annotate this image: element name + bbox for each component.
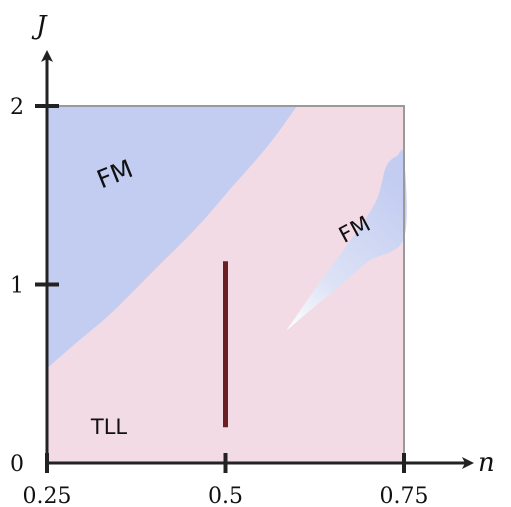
region-label-tll-2: TLL [90,415,128,439]
y-tick-label: 1 [10,274,24,299]
ticks-layer: 0.25 0.5 0.75 0 1 2 [10,95,428,507]
y-axis-label: J [31,11,48,41]
fm-region-upper-left [47,106,297,369]
fm-region-right [286,149,407,331]
x-tick-label: 0.5 [208,484,243,507]
y-tick-label: 2 [10,95,24,120]
x-tick-label: 0.25 [23,484,72,507]
regions-layer [47,106,407,369]
x-axis-label: n [478,448,495,478]
y-tick-label: 0 [10,452,24,477]
x-tick-label: 0.75 [380,484,429,507]
